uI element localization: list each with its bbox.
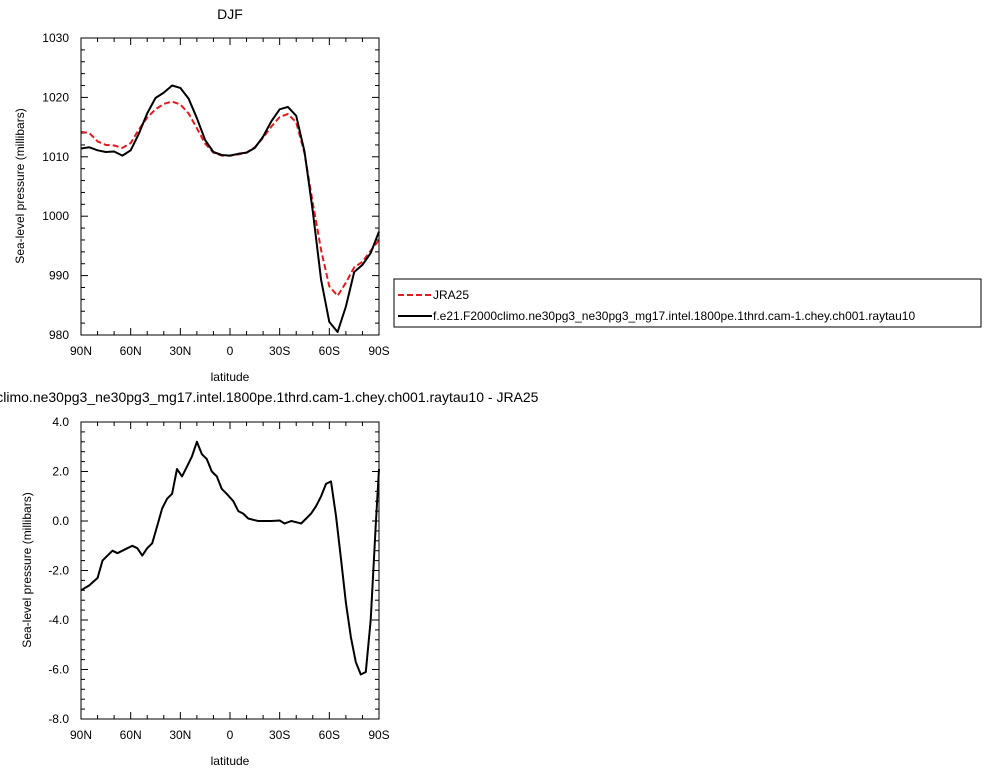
top-y-tick-label: 980 — [49, 328, 69, 342]
top-x-tick-label: 90S — [368, 344, 389, 358]
legend-label-jra25: JRA25 — [433, 288, 469, 302]
bottom-x-tick-label: 30N — [169, 728, 191, 742]
bottom-x-tick-label: 0 — [227, 728, 234, 742]
bottom-x-axis-label: latitude — [211, 754, 250, 768]
bottom-x-tick-label: 90N — [70, 728, 92, 742]
top-x-tick-label: 30N — [169, 344, 191, 358]
bottom-panel: f.e21.F2000climo.ne30pg3_ne30pg3_mg17.in… — [0, 389, 539, 768]
bottom-x-tick-label: 90S — [368, 728, 389, 742]
top-y-tick-label: 1030 — [42, 31, 69, 45]
top-plot-frame — [80, 37, 380, 336]
top-y-tick-label: 1020 — [42, 90, 69, 104]
top-x-tick-label: 0 — [227, 344, 234, 358]
bottom-y-tick-label: 0.0 — [52, 514, 69, 528]
top-x-axis-label: latitude — [211, 370, 250, 384]
top-axes: 90N 60N 30N 0 30S 60S 90S 980 990 1000 1010 1020 103… — [42, 31, 389, 358]
bottom-y-tick-label: -4.0 — [48, 613, 69, 627]
bottom-y-tick-label: 2.0 — [52, 465, 69, 479]
bottom-plot-frame — [80, 421, 380, 720]
top-y-axis-label: Sea-level pressure (millibars) — [13, 108, 27, 263]
bottom-x-tick-label: 60S — [319, 728, 340, 742]
top-x-tick-label: 60S — [319, 344, 340, 358]
top-series-group — [80, 84, 380, 333]
legend: JRA25 f.e21.F2000climo.ne30pg3_ne30pg3_m… — [393, 278, 982, 328]
bottom-x-tick-label: 60N — [120, 728, 142, 742]
top-y-tick-label: 1000 — [42, 209, 69, 223]
bottom-y-tick-label: -8.0 — [48, 712, 69, 726]
top-series-line-0 — [80, 100, 380, 297]
bottom-y-tick-label: -2.0 — [48, 564, 69, 578]
top-series-line-1 — [80, 84, 380, 333]
top-y-tick-label: 1010 — [42, 150, 69, 164]
top-x-tick-label: 30S — [269, 344, 290, 358]
bottom-y-tick-label: -6.0 — [48, 663, 69, 677]
legend-label-model: f.e21.F2000climo.ne30pg3_ne30pg3_mg17.in… — [433, 309, 915, 323]
bottom-series-line-0 — [80, 440, 380, 676]
bottom-y-tick-label: 4.0 — [52, 415, 69, 429]
bottom-chart-title: f.e21.F2000climo.ne30pg3_ne30pg3_mg17.in… — [0, 389, 539, 405]
bottom-y-axis-label: Sea-level pressure (millibars) — [20, 492, 34, 647]
top-panel: DJF 90N 60N 30N 0 30S 60S 90S 980 990 1000 1010 102… — [13, 6, 982, 384]
top-x-tick-label: 60N — [120, 344, 142, 358]
legend-box — [393, 278, 982, 328]
top-x-tick-label: 90N — [70, 344, 92, 358]
bottom-axes: 90N 60N 30N 0 30S 60S 90S -8.0 -6.0 -4.0 -2.0 0.0 2.… — [48, 415, 389, 742]
bottom-series-group — [80, 440, 380, 676]
top-y-tick-label: 990 — [49, 269, 69, 283]
bottom-x-tick-label: 30S — [269, 728, 290, 742]
top-chart-title: DJF — [217, 6, 243, 22]
